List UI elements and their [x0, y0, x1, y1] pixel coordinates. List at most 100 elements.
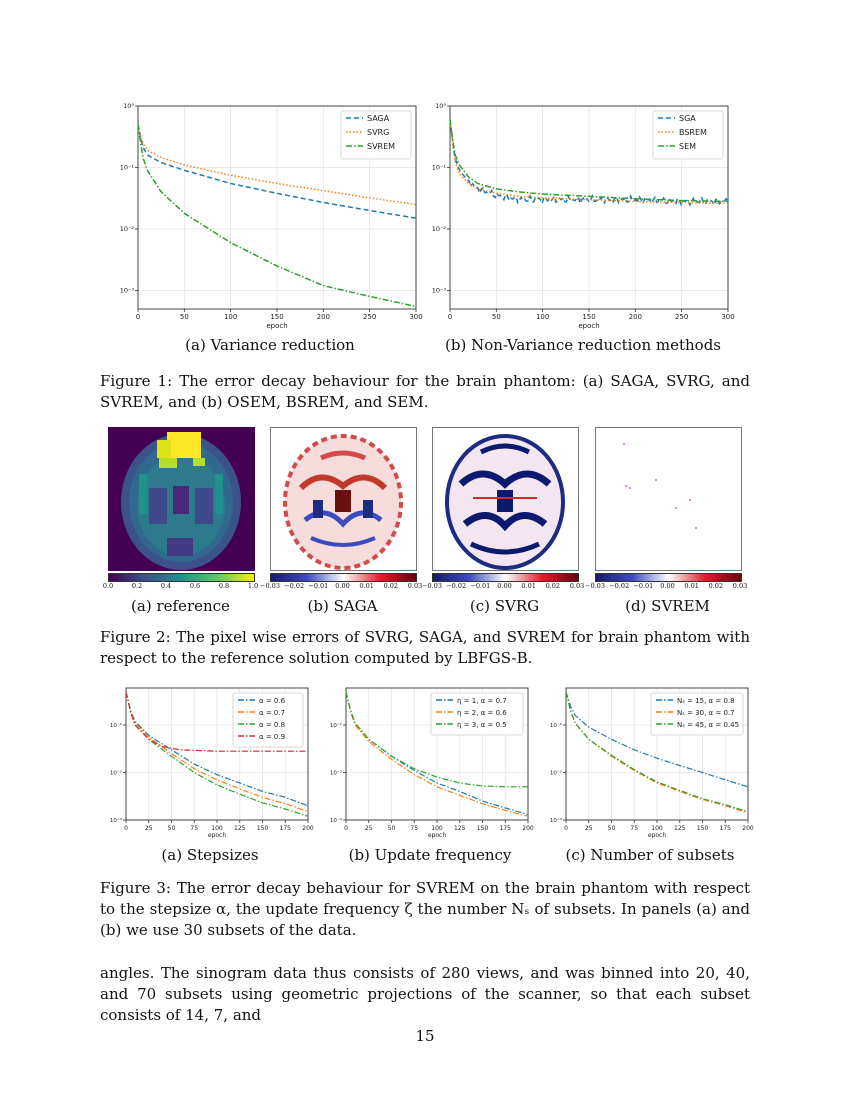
colorbar-tick-label: 0.00 — [497, 582, 512, 590]
svrem-error-map — [623, 443, 697, 529]
colorbar-tick-label: 0.0 — [102, 582, 114, 590]
legend-label: η = 3, α = 0.5 — [457, 721, 507, 729]
colorbar-tick-label: 0.8 — [218, 582, 230, 590]
x-tick-label: 200 — [629, 313, 642, 321]
x-tick-label: 200 — [317, 313, 330, 321]
x-tick-label: 200 — [742, 825, 754, 832]
x-tick-label: 100 — [536, 313, 549, 321]
x-tick-label: 25 — [365, 825, 373, 832]
x-tick-label: 175 — [280, 825, 292, 832]
colorbar-tick-label: −0.03 — [585, 582, 605, 590]
y-tick-label: 10⁻² — [330, 769, 342, 776]
series-line — [125, 691, 308, 752]
x-tick-label: 0 — [564, 825, 568, 832]
plot-frame — [449, 105, 729, 310]
x-tick-label: 125 — [234, 825, 246, 832]
y-tick-label: 10⁻³ — [550, 817, 562, 824]
x-tick-label: 0 — [448, 313, 452, 321]
x-tick-label: 250 — [675, 313, 688, 321]
legend-label: SVREM — [367, 142, 395, 151]
fig2-colorbar-saga — [270, 573, 417, 582]
colorbar-tick-label: −0.01 — [470, 582, 491, 590]
x-tick-label: 50 — [168, 825, 176, 832]
y-tick-label: 10⁻¹ — [432, 163, 447, 171]
colorbar-tick-label: 0.01 — [359, 582, 374, 590]
fig3-subcaption-b: (b) Update frequency — [348, 846, 512, 864]
y-tick-label: 10⁻² — [120, 225, 135, 233]
x-tick-label: 125 — [454, 825, 466, 832]
x-tick-label: 100 — [211, 825, 223, 832]
fig2-colorbar-svrem-ticks: −0.03 −0.02 −0.01 0.00 0.01 0.02 0.03 — [585, 582, 747, 592]
series-line — [125, 691, 309, 817]
x-tick-label: 25 — [145, 825, 153, 832]
x-tick-label: 50 — [180, 313, 189, 321]
x-tick-label: 150 — [257, 825, 269, 832]
body-paragraph: angles. The sinogram data thus consists … — [100, 964, 750, 1024]
fig2-reference-image — [108, 427, 255, 571]
brain-phantom-image — [121, 432, 241, 570]
fig2-svrem-error-image — [595, 427, 742, 571]
fig1-subcaption-a: (a) Variance reduction — [185, 336, 355, 354]
y-tick-label: 10⁻³ — [120, 286, 135, 294]
fig2-subcaption-b: (b) SAGA — [307, 597, 378, 615]
y-tick-label: 10⁻² — [110, 769, 122, 776]
x-axis-label: epoch — [428, 832, 446, 839]
legend-box — [650, 692, 744, 736]
y-tick-label: 10⁻² — [550, 769, 562, 776]
x-tick-label: 175 — [720, 825, 732, 832]
legend-label: SGA — [679, 114, 696, 123]
colorbar-tick-label: −0.01 — [308, 582, 329, 590]
series-line — [565, 691, 749, 788]
legend-label: SEM — [679, 142, 696, 151]
fig2-subcaption-c: (c) SVRG — [469, 597, 540, 615]
y-tick-label: 10⁻³ — [432, 286, 447, 294]
series-line — [345, 691, 528, 788]
fig3-subcaption-a: (a) Stepsizes — [161, 846, 259, 864]
x-tick-label: 300 — [721, 313, 734, 321]
x-tick-label: 75 — [410, 825, 418, 832]
y-tick-label: 10⁻³ — [110, 817, 122, 824]
colorbar-tick-label: 0.03 — [732, 582, 748, 590]
x-tick-label: 50 — [388, 825, 396, 832]
y-tick-label: 10⁻³ — [330, 817, 342, 824]
chart-fig3a: 0 25 50 75 100 125 150 175 200 10⁻¹ 10⁻² 10⁻³ epoch α… — [110, 687, 314, 839]
chart-fig1b: 0 50 100 150 200 250 300 10⁰ 10⁻¹ 10⁻² 10⁻³ epoch SG… — [432, 102, 735, 330]
colorbar-tick-label: 0.00 — [660, 582, 675, 590]
x-axis-label: epoch — [208, 832, 226, 839]
fig2-colorbar-saga-ticks: −0.03 −0.02 −0.01 0.00 0.01 0.02 0.03 — [260, 582, 422, 592]
plot-frame — [137, 105, 417, 310]
legend-label: α = 0.9 — [259, 733, 285, 741]
fig2-colorbar-svrem — [595, 573, 742, 582]
x-axis-label: epoch — [578, 322, 599, 330]
colorbar-tick-label: 0.00 — [335, 582, 350, 590]
colorbar-tick-label: 0.02 — [545, 582, 561, 590]
legend-label: α = 0.7 — [259, 709, 285, 717]
colorbar-tick-label: 0.01 — [684, 582, 699, 590]
legend-label: Nₛ = 30, α = 0.7 — [677, 709, 735, 717]
fig2-caption: Figure 2: The pixel wise errors of SVRG,… — [100, 628, 750, 667]
y-tick-label: 10⁰ — [123, 102, 134, 110]
fig1-subcaption-b: (b) Non-Variance reduction methods — [445, 336, 721, 354]
colorbar-tick-label: −0.02 — [609, 582, 630, 590]
x-tick-label: 150 — [697, 825, 709, 832]
series-line — [449, 119, 728, 203]
x-tick-label: 150 — [270, 313, 283, 321]
legend-box — [430, 692, 524, 736]
fig2-saga-error-image — [270, 427, 417, 571]
series-line — [565, 691, 749, 813]
series-line — [137, 124, 417, 308]
x-tick-label: 0 — [136, 313, 140, 321]
colorbar-tick-label: 1.0 — [247, 582, 259, 590]
x-tick-label: 100 — [651, 825, 663, 832]
colorbar-tick-label: 0.03 — [569, 582, 585, 590]
colorbar-tick-label: −0.01 — [633, 582, 654, 590]
y-tick-label: 10⁻¹ — [330, 722, 342, 729]
series-line — [137, 124, 417, 206]
chart-fig1a: 0 50 100 150 200 250 300 10⁰ 10⁻¹ 10⁻² 10⁻³ epoch SA… — [120, 102, 423, 330]
plot-frame — [345, 687, 529, 821]
legend-label: α = 0.8 — [259, 721, 285, 729]
fig1-caption: Figure 1: The error decay behaviour for … — [100, 372, 750, 411]
colorbar-tick-label: 0.01 — [521, 582, 536, 590]
colorbar-tick-label: 0.02 — [383, 582, 399, 590]
x-tick-label: 300 — [409, 313, 422, 321]
